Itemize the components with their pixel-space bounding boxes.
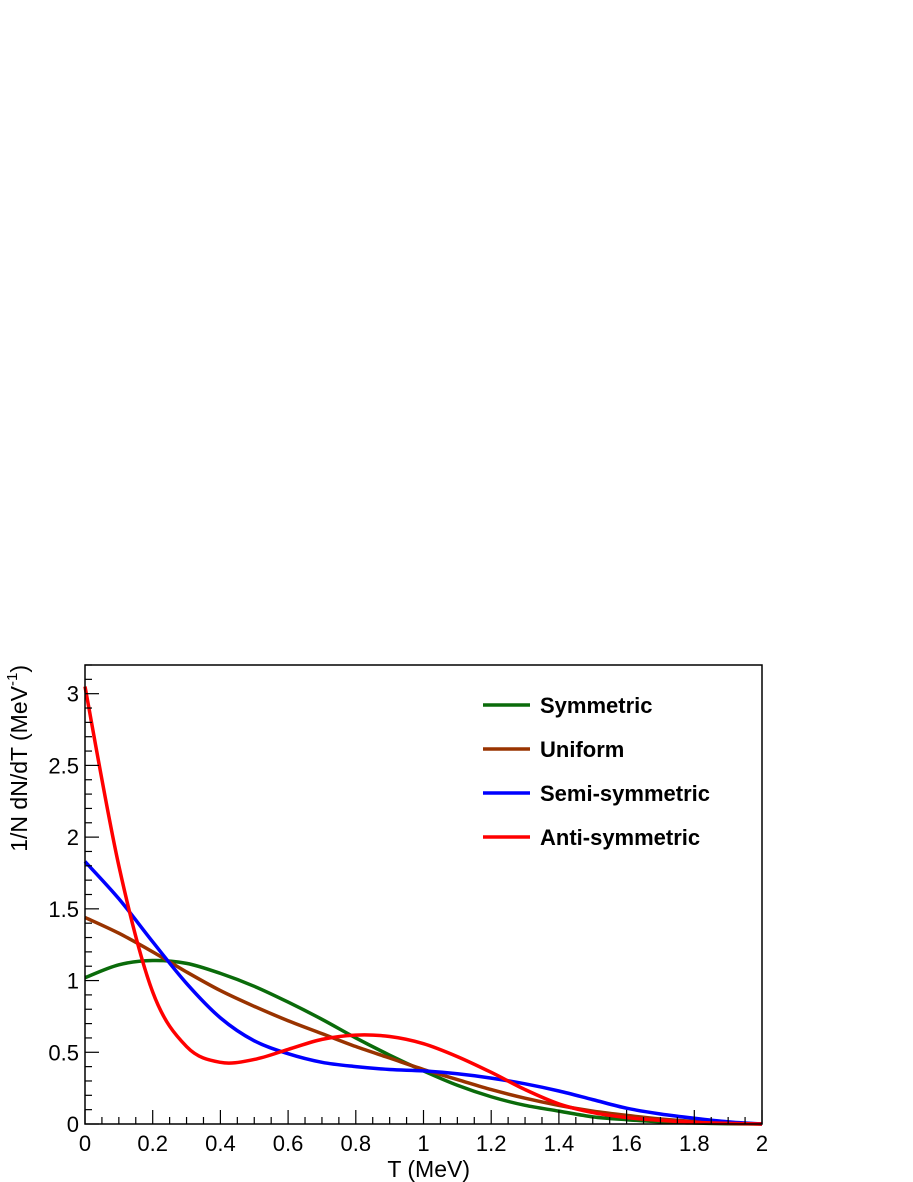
y-axis-title-close: ) bbox=[6, 665, 32, 673]
y-tick-label: 1.5 bbox=[48, 897, 79, 922]
x-tick-label: 0.2 bbox=[137, 1131, 168, 1156]
y-tick-label: 2 bbox=[67, 825, 79, 850]
x-tick-label: 2 bbox=[756, 1131, 768, 1156]
y-tick-label: 3 bbox=[67, 682, 79, 707]
x-axis-title: T (MeV) bbox=[387, 1156, 470, 1182]
x-tick-label: 0.4 bbox=[205, 1131, 236, 1156]
y-tick-label: 0 bbox=[67, 1112, 79, 1137]
series-line-anti-symmetric bbox=[83, 686, 763, 1126]
axis-ticks bbox=[84, 664, 763, 1125]
x-tick-label: 1.2 bbox=[476, 1131, 507, 1156]
y-tick-label: 0.5 bbox=[48, 1040, 79, 1065]
legend: Symmetric Uniform Semi-symmetric Anti-symme… bbox=[483, 693, 710, 850]
x-tick-label: 0.6 bbox=[273, 1131, 304, 1156]
y-tick-label: 1 bbox=[67, 969, 79, 994]
y-axis-title-superscript: -1 bbox=[4, 673, 21, 686]
x-tick-label: 1.8 bbox=[679, 1131, 710, 1156]
x-tick-label: 0 bbox=[79, 1131, 91, 1156]
x-tick-label: 1.6 bbox=[611, 1131, 642, 1156]
x-tick-label: 0.8 bbox=[341, 1131, 372, 1156]
series-line-semi-symmetric bbox=[83, 860, 763, 1126]
x-tick-label: 1.4 bbox=[544, 1131, 575, 1156]
y-tick-label: 2.5 bbox=[48, 753, 79, 778]
legend-label-semi-symmetric: Semi-symmetric bbox=[540, 781, 710, 806]
y-axis-title: 1/N dN/dT (MeV-1) bbox=[4, 665, 32, 852]
plot-frame bbox=[84, 664, 763, 1125]
legend-label-uniform: Uniform bbox=[540, 737, 624, 762]
legend-label-symmetric: Symmetric bbox=[540, 693, 653, 718]
series-lines bbox=[83, 686, 763, 1126]
legend-label-anti-symmetric: Anti-symmetric bbox=[540, 825, 700, 850]
tick-labels: 0 0.2 0.4 0.6 0.8 1 1.2 1.4 1.6 1.8 2 0 0.5 1 1.5 2 2.5 3 bbox=[48, 682, 768, 1156]
x-tick-label: 1 bbox=[417, 1131, 429, 1156]
series-line-uniform bbox=[84, 915, 763, 1126]
y-axis-title-main: 1/N dN/dT (MeV bbox=[6, 685, 32, 851]
